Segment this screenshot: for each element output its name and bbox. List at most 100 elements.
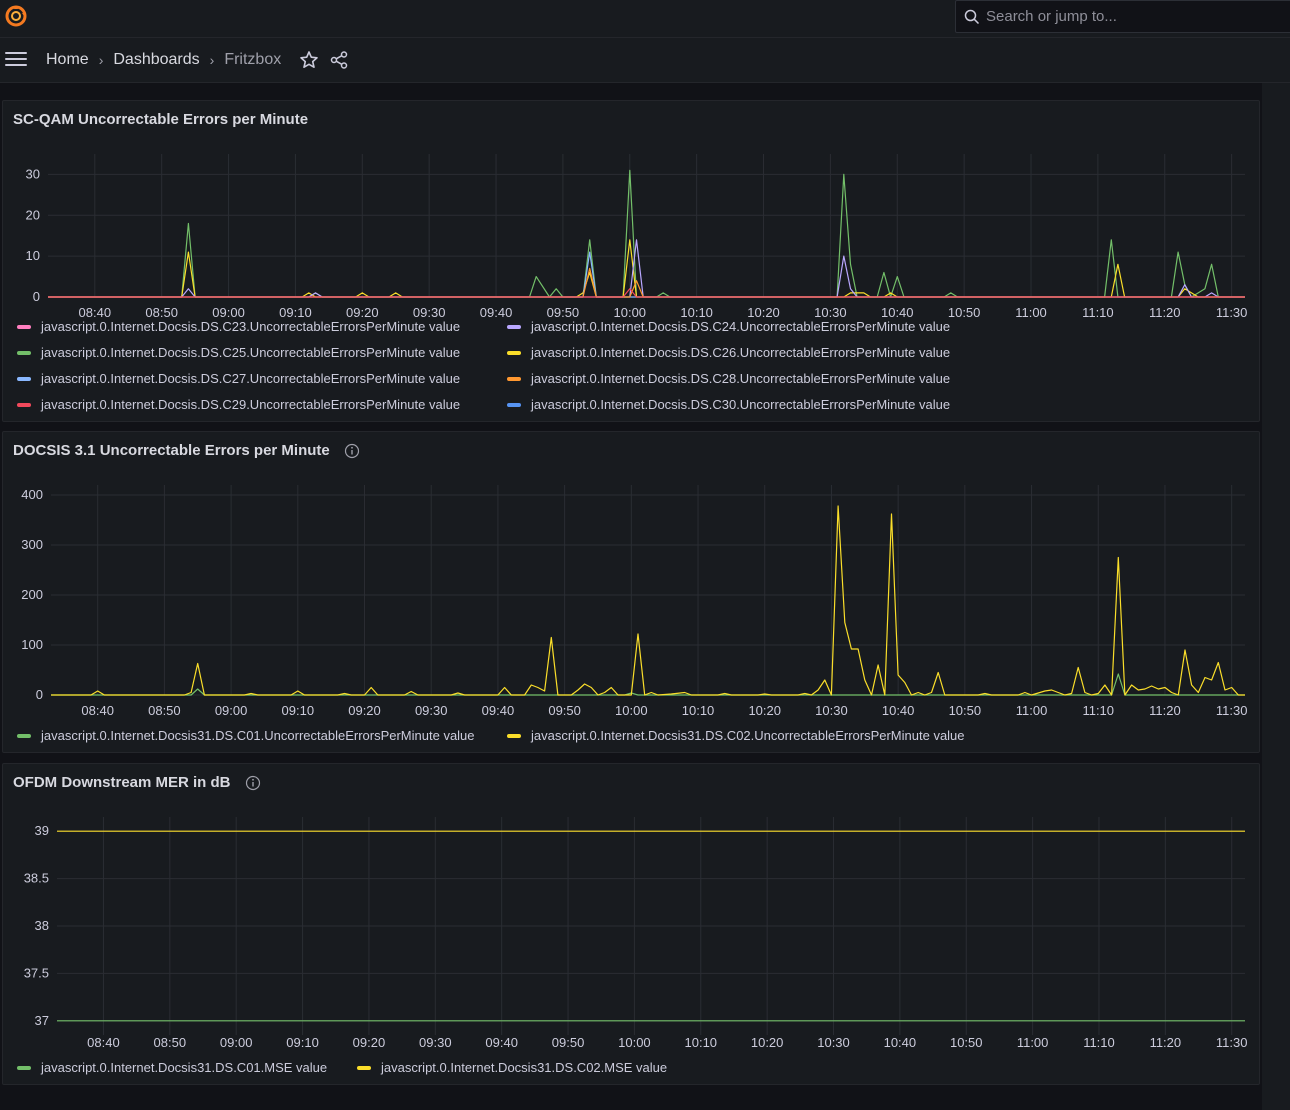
x-tick-label: 09:20	[348, 703, 381, 718]
legend-item[interactable]: javascript.0.Internet.Docsis31.DS.C02.MS…	[357, 1060, 667, 1075]
x-tick-label: 09:10	[286, 1035, 319, 1050]
x-tick-label: 10:50	[950, 1035, 983, 1050]
panel-title-text: SC-QAM Uncorrectable Errors per Minute	[13, 111, 309, 128]
y-tick-label: 38.5	[24, 871, 49, 886]
legend-swatch	[357, 1065, 371, 1070]
x-tick-label: 10:10	[680, 305, 713, 320]
search-input[interactable]: Search or jump to...	[955, 0, 1290, 33]
series-line[interactable]	[51, 505, 1245, 696]
panel-title: DOCSIS 3.1 Uncorrectable Errors per Minu…	[13, 442, 360, 459]
x-tick-label: 11:30	[1216, 703, 1248, 718]
star-icon[interactable]	[299, 50, 319, 70]
legend: javascript.0.Internet.Docsis31.DS.C01.MS…	[17, 1060, 1257, 1080]
series-line[interactable]	[51, 673, 1245, 696]
x-tick-label: 09:40	[480, 305, 513, 320]
x-tick-label: 11:00	[1015, 305, 1047, 320]
legend-swatch	[17, 733, 31, 738]
panel-docsis31-errors[interactable]: DOCSIS 3.1 Uncorrectable Errors per Minu…	[2, 431, 1260, 753]
legend-swatch	[17, 350, 31, 355]
x-tick-label: 10:50	[949, 703, 982, 718]
chart-docsis31[interactable]: 08:40 08:50 09:00 09:10 09:20 09:30 09:40 09:50…	[3, 477, 1259, 722]
x-tick-label: 10:00	[618, 1035, 651, 1050]
legend-item[interactable]: javascript.0.Internet.Docsis.DS.C24.Unco…	[507, 319, 950, 334]
series-line[interactable]	[48, 288, 1245, 298]
chart-ofdm-mer[interactable]: 08:40 08:50 09:00 09:10 09:20 09:30 09:40 09:50…	[3, 809, 1259, 1059]
x-tick-label: 10:20	[748, 703, 781, 718]
legend-item[interactable]: javascript.0.Internet.Docsis.DS.C28.Unco…	[507, 371, 950, 386]
y-tick-label: 300	[21, 537, 43, 552]
legend-label: javascript.0.Internet.Docsis.DS.C27.Unco…	[41, 371, 461, 386]
x-tick-label: 11:00	[1017, 1035, 1049, 1050]
series-line[interactable]	[48, 267, 1245, 298]
legend-label: javascript.0.Internet.Docsis31.DS.C02.Un…	[531, 728, 965, 743]
top-bar: Search or jump to...	[0, 0, 1290, 38]
info-icon[interactable]	[245, 775, 261, 791]
grafana-logo-icon[interactable]	[4, 4, 28, 28]
series-line[interactable]	[48, 239, 1245, 298]
nav-bar: Home › Dashboards › Fritzbox	[0, 38, 1290, 83]
x-tick-label: 11:20	[1149, 305, 1181, 320]
legend-label: javascript.0.Internet.Docsis.DS.C29.Unco…	[41, 397, 461, 412]
x-tick-label: 10:20	[751, 1035, 784, 1050]
x-tick-label: 08:50	[148, 703, 181, 718]
breadcrumb-separator-icon: ›	[98, 52, 104, 68]
series-line[interactable]	[48, 251, 1245, 298]
y-tick-label: 38	[35, 918, 49, 933]
legend-item[interactable]: javascript.0.Internet.Docsis.DS.C30.Unco…	[507, 397, 950, 412]
legend-item[interactable]: javascript.0.Internet.Docsis.DS.C29.Unco…	[17, 397, 460, 412]
x-tick-label: 08:40	[87, 1035, 120, 1050]
legend-label: javascript.0.Internet.Docsis31.DS.C02.MS…	[381, 1060, 668, 1075]
panel-scqam-errors[interactable]: SC-QAM Uncorrectable Errors per Minute 0…	[2, 100, 1260, 422]
x-tick-label: 08:50	[154, 1035, 187, 1050]
x-tick-label: 09:40	[485, 1035, 518, 1050]
breadcrumb-separator-icon: ›	[209, 52, 215, 68]
legend-item[interactable]: javascript.0.Internet.Docsis31.DS.C01.MS…	[17, 1060, 327, 1075]
x-tick-label: 10:00	[614, 305, 647, 320]
share-icon[interactable]	[329, 50, 349, 70]
legend-item[interactable]: javascript.0.Internet.Docsis31.DS.C01.Un…	[17, 728, 475, 743]
y-tick-label: 200	[21, 587, 43, 602]
panel-title: SC-QAM Uncorrectable Errors per Minute	[13, 111, 308, 128]
legend-item[interactable]: javascript.0.Internet.Docsis.DS.C25.Unco…	[17, 345, 460, 360]
x-tick-label: 09:30	[415, 703, 448, 718]
x-tick-label: 09:10	[279, 305, 312, 320]
x-tick-label: 09:00	[220, 1035, 253, 1050]
legend-swatch	[17, 1065, 31, 1070]
x-tick-label: 09:00	[212, 305, 245, 320]
legend-item[interactable]: javascript.0.Internet.Docsis.DS.C27.Unco…	[17, 371, 460, 386]
legend-item[interactable]: javascript.0.Internet.Docsis.DS.C23.Unco…	[17, 319, 460, 334]
x-tick-label: 09:00	[215, 703, 248, 718]
y-tick-label: 0	[33, 289, 40, 304]
x-tick-label: 11:20	[1149, 703, 1181, 718]
legend: javascript.0.Internet.Docsis31.DS.C01.Un…	[17, 728, 1257, 748]
legend-item[interactable]: javascript.0.Internet.Docsis.DS.C26.Unco…	[507, 345, 950, 360]
scrollbar-track[interactable]	[1262, 83, 1290, 1110]
y-tick-label: 400	[21, 487, 43, 502]
breadcrumb-dashboards[interactable]: Dashboards	[113, 51, 200, 68]
chart-scqam[interactable]: 08:40 08:50 09:00 09:10 09:20 09:30 09:40 09:50…	[3, 146, 1259, 361]
info-icon[interactable]	[344, 443, 360, 459]
legend-swatch	[17, 324, 31, 329]
x-tick-label: 11:00	[1016, 703, 1048, 718]
panel-ofdm-mer[interactable]: OFDM Downstream MER in dB 08:40 08:50 09:0…	[2, 763, 1260, 1085]
menu-icon[interactable]	[5, 52, 27, 68]
x-tick-label: 10:20	[747, 305, 780, 320]
series-line[interactable]	[48, 239, 1245, 298]
breadcrumb-home[interactable]: Home	[46, 51, 89, 68]
legend-label: javascript.0.Internet.Docsis31.DS.C01.Un…	[41, 728, 475, 743]
y-tick-label: 0	[36, 687, 43, 702]
legend-swatch	[507, 733, 521, 738]
panel-title-text: OFDM Downstream MER in dB	[13, 774, 231, 791]
breadcrumb-current: Fritzbox	[224, 51, 282, 68]
legend-label: javascript.0.Internet.Docsis.DS.C25.Unco…	[41, 345, 461, 360]
x-tick-label: 08:40	[79, 305, 112, 320]
legend-swatch	[17, 402, 31, 407]
x-tick-label: 10:40	[884, 1035, 917, 1050]
series-line[interactable]	[48, 169, 1245, 298]
x-tick-label: 09:20	[353, 1035, 386, 1050]
x-tick-label: 09:40	[482, 703, 515, 718]
legend-item[interactable]: javascript.0.Internet.Docsis31.DS.C02.Un…	[507, 728, 965, 743]
y-tick-label: 10	[26, 248, 40, 263]
legend-swatch	[507, 324, 521, 329]
legend-swatch	[17, 376, 31, 381]
